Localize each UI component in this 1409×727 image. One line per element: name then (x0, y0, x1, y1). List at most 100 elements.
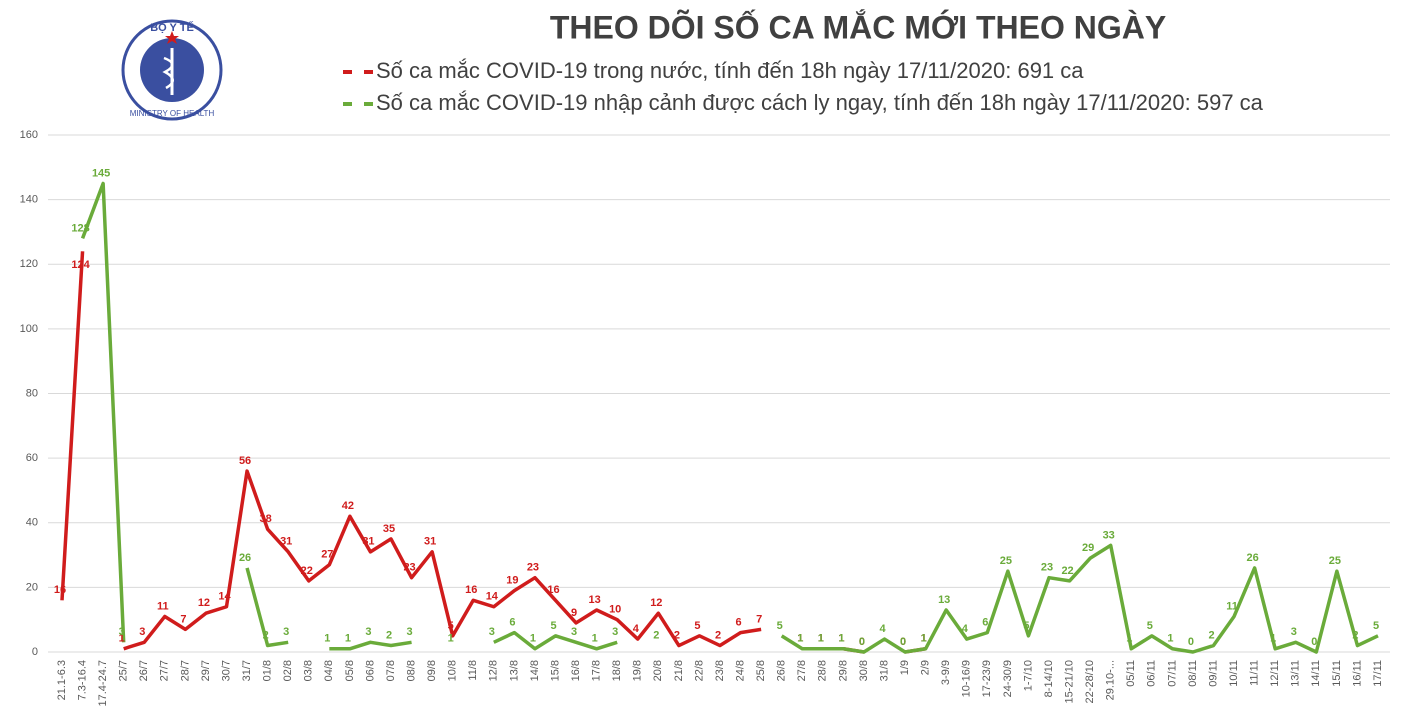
data-label: 2 (386, 629, 392, 641)
x-tick-label: 29.10-... (1105, 660, 1117, 700)
legend-label: Số ca mắc COVID-19 trong nước, tính đến … (376, 58, 1084, 83)
x-tick-label: 14/11 (1310, 660, 1322, 687)
data-label: 38 (260, 513, 272, 525)
data-label: 56 (239, 455, 251, 467)
data-label: 1 (818, 633, 824, 645)
data-label: 4 (879, 623, 886, 635)
data-label: 31 (424, 536, 436, 548)
x-tick-label: 17/11 (1372, 660, 1384, 687)
data-label: 2 (653, 629, 659, 641)
x-tick-label: 09/8 (426, 660, 438, 681)
y-tick-label: 100 (20, 323, 38, 335)
data-label: 25 (1000, 555, 1012, 567)
x-tick-label: 11/11 (1249, 660, 1261, 686)
data-label: 3 (571, 626, 577, 638)
x-tick-label: 05/11 (1125, 660, 1137, 687)
data-label: 5 (1373, 620, 1379, 632)
series-line (60, 251, 926, 654)
y-tick-label: 40 (26, 517, 38, 529)
data-label: 2 (263, 629, 269, 641)
x-tick-label: 24-30/9 (1002, 660, 1014, 697)
x-tick-label: 30/7 (220, 660, 232, 681)
logo: BỘ Y TẾ MINISTRY OF HEALTH (121, 19, 223, 121)
data-label: 22 (1061, 565, 1073, 577)
data-label: 5 (448, 620, 454, 632)
data-label: 2 (1208, 629, 1214, 641)
data-label: 23 (403, 562, 415, 574)
data-label: 5 (1023, 620, 1029, 632)
data-label: 0 (900, 636, 906, 648)
chart-title: THEO DÕI SỐ CA MẮC MỚI THEO NGÀY (550, 9, 1166, 45)
x-tick-label: 10-16/9 (961, 660, 973, 697)
x-tick-label: 31/7 (241, 660, 253, 681)
data-label: 16 (465, 584, 477, 596)
data-label: 1 (1126, 633, 1132, 645)
data-label: 3 (612, 626, 618, 638)
data-label: 0 (900, 636, 906, 648)
data-label: 4 (633, 623, 640, 635)
x-tick-label: 10/8 (447, 660, 459, 681)
data-label: 11 (1226, 600, 1238, 612)
x-tick-label: 28/8 (817, 660, 829, 681)
data-label: 3 (489, 626, 495, 638)
data-label: 42 (342, 500, 354, 512)
legend-label: Số ca mắc COVID-19 nhập cảnh được cách l… (376, 90, 1264, 115)
data-label: 12 (198, 597, 210, 609)
data-label: 5 (1147, 620, 1153, 632)
data-label: 35 (383, 523, 395, 535)
data-label: 31 (362, 536, 374, 548)
data-label: 3 (119, 626, 125, 638)
y-tick-label: 60 (26, 452, 38, 464)
data-label: 26 (239, 552, 251, 564)
data-label: 6 (509, 617, 515, 629)
x-tick-label: 21/8 (673, 660, 685, 681)
data-label: 9 (571, 607, 577, 619)
x-tick-label: 10/11 (1228, 660, 1240, 687)
logo-top: BỘ Y TẾ (150, 21, 194, 34)
data-label: 0 (859, 636, 865, 648)
data-label: 1 (797, 633, 803, 645)
x-tick-label: 26/8 (776, 660, 788, 681)
x-tick-label: 02/8 (282, 660, 294, 681)
x-tick-label: 07/8 (385, 660, 397, 681)
data-label: 5 (777, 620, 783, 632)
data-label: 16 (54, 584, 66, 596)
x-tick-label: 2/9 (920, 660, 932, 675)
data-label: 128 (71, 222, 89, 234)
data-label: 13 (938, 594, 950, 606)
data-label: 14 (486, 591, 499, 603)
data-label: 10 (609, 604, 621, 616)
data-label: 16 (547, 584, 559, 596)
x-tick-label: 19/8 (632, 660, 644, 681)
x-tick-label: 23/8 (714, 660, 726, 681)
x-tick-label: 15/8 (549, 660, 561, 681)
data-label: 27 (321, 549, 333, 561)
x-tick-label: 3-9/9 (940, 660, 952, 685)
x-tick-label: 29/8 (837, 660, 849, 681)
data-label: 0 (859, 636, 865, 648)
x-tick-label: 20/8 (652, 660, 664, 681)
x-tick-label: 1/9 (899, 660, 911, 675)
data-label: 1 (921, 633, 927, 645)
data-label: 124 (71, 259, 90, 271)
data-label: 5 (550, 620, 556, 632)
x-tick-label: 12/11 (1269, 660, 1281, 687)
data-label: 19 (506, 575, 518, 587)
data-label: 1 (530, 633, 536, 645)
x-tick-label: 05/8 (344, 660, 356, 681)
y-tick-label: 20 (26, 581, 38, 593)
data-label: 6 (736, 617, 742, 629)
x-tick-label: 08/8 (405, 660, 417, 681)
data-label: 23 (1041, 562, 1053, 574)
data-label: 145 (92, 167, 110, 179)
x-tick-label: 08/11 (1187, 660, 1199, 687)
data-label: 11 (157, 600, 169, 612)
data-label: 3 (1291, 626, 1297, 638)
data-label: 3 (139, 626, 145, 638)
data-label: 25 (1329, 555, 1341, 567)
logo-snake (162, 56, 174, 90)
x-tick-label: 31/8 (878, 660, 890, 681)
x-tick-label: 22/8 (693, 660, 705, 681)
x-tick-label: 25/8 (755, 660, 767, 681)
